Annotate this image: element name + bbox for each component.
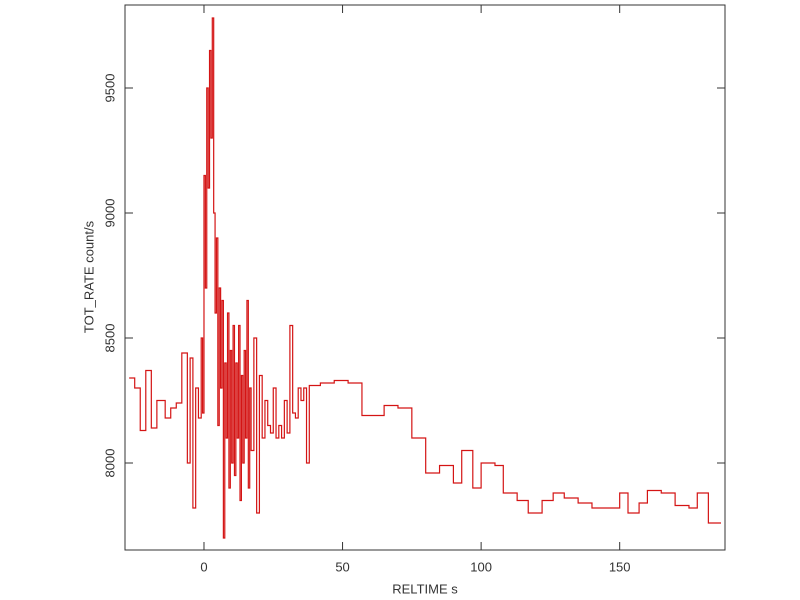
x-tick-label: 50: [335, 559, 349, 574]
x-tick-label: 100: [470, 559, 492, 574]
x-tick-label: 150: [609, 559, 631, 574]
y-axis-label: TOT_RATE count/s: [81, 220, 96, 333]
x-axis-label: RELTIME s: [392, 581, 458, 596]
y-tick-label: 9000: [102, 199, 117, 228]
plot-frame: [124, 4, 726, 551]
y-tick-label: 9500: [102, 74, 117, 103]
step-line: [129, 17, 721, 539]
y-tick-label: 8500: [102, 324, 117, 353]
x-tick-label: 0: [200, 559, 207, 574]
y-tick-label: 8000: [102, 449, 117, 478]
